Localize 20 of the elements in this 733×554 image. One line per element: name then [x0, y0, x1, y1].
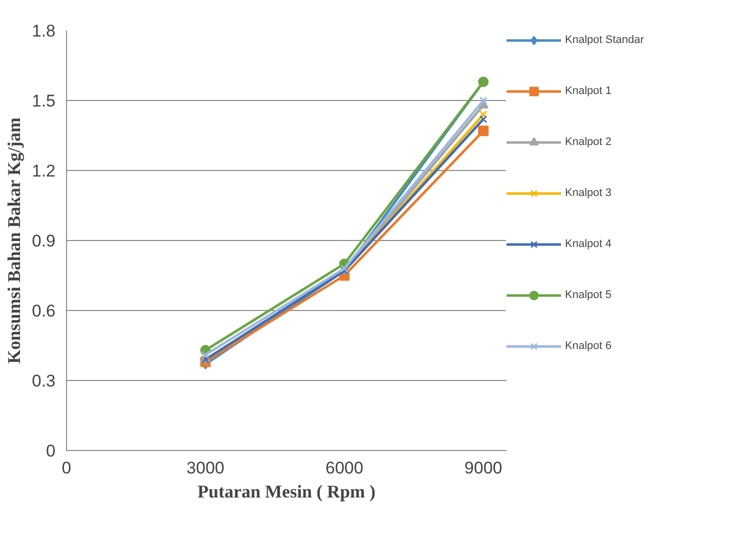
y-tick-label: 1.2 [32, 162, 56, 180]
legend-label: Knalpot 6 [565, 340, 612, 352]
x-tick-label: 0 [62, 458, 72, 478]
legend-label: Knalpot 2 [565, 136, 612, 148]
y-axis-title: Konsumsi Bahan Bakar Kg/jam [4, 118, 24, 364]
legend-label: Knalpot Standar [565, 34, 644, 46]
x-tick-label: 6000 [325, 458, 364, 478]
legend-label: Knalpot 3 [565, 187, 612, 199]
x-axis-title: Putaran Mesin ( Rpm ) [198, 482, 376, 502]
x-tick-label: 3000 [186, 458, 224, 478]
y-tick-label: 1.5 [32, 92, 56, 110]
y-tick-label: 0.6 [32, 302, 56, 320]
legend-label: Knalpot 1 [565, 85, 612, 97]
legend-label: Knalpot 5 [565, 289, 612, 301]
x-tick-label: 9000 [464, 458, 502, 478]
y-tick-label: 0.9 [32, 232, 56, 250]
y-tick-label: 0 [46, 442, 56, 460]
y-tick-label: 0.3 [32, 372, 56, 390]
legend-label: Knalpot 4 [565, 238, 612, 250]
y-tick-label: 1.8 [32, 22, 56, 40]
